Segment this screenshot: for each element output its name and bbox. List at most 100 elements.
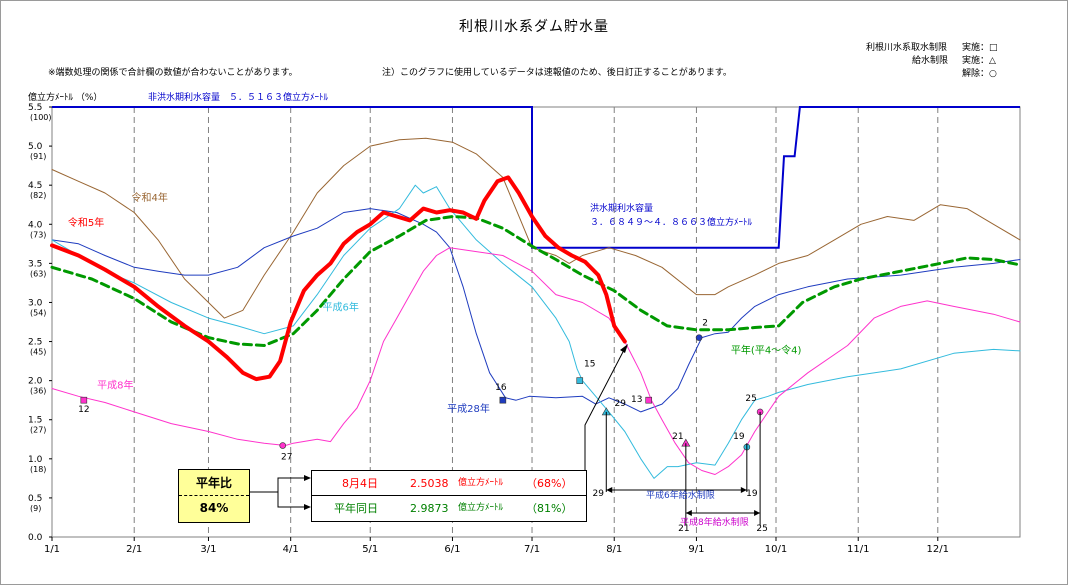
series-label-1: 令和4年 [132, 191, 168, 204]
today-label: 8月4日 [342, 477, 378, 490]
y-tick-percent: (45) [30, 348, 46, 357]
y-axis-title: 億立方ﾒｰﾄﾙ （%） [28, 93, 103, 103]
ratio-divider [179, 495, 249, 496]
series-line-3 [51, 208, 1021, 413]
ratio-connector-bottom [277, 492, 310, 508]
marker-label-6: 21 [672, 432, 683, 442]
h6-restriction-label: 平成6年給水制限 [646, 491, 715, 501]
h6-arrow-left [606, 487, 613, 493]
marker-square-3 [576, 377, 584, 384]
today-unit: 億立方ﾒｰﾄﾙ [458, 478, 504, 488]
y-tick-percent: (9) [30, 504, 41, 513]
ratio-arrow-top [304, 475, 311, 481]
x-tick-label: 10/1 [765, 544, 787, 555]
y-tick-label: 0.5 [28, 494, 42, 504]
today-callout-arrowhead [620, 344, 628, 353]
marker-label-7: 2 [702, 319, 708, 329]
marker-square-0 [80, 396, 88, 404]
y-tick-percent: (54) [30, 308, 46, 317]
h8-arrow-right [754, 510, 761, 516]
y-tick-percent: (27) [30, 426, 46, 435]
legend-limit-label-2: 給水制限 [912, 56, 949, 66]
marker-label-5: 13 [631, 395, 642, 405]
y-tick-label: 2.5 [28, 338, 42, 348]
ratio-arrow-bottom [304, 504, 311, 510]
y-tick-label: 5.0 [28, 142, 43, 152]
note-preliminary: 注）このグラフに使用しているデータは速報値のため、後日訂正することがあります。 [382, 68, 732, 78]
h8-restriction-label: 平成8年給水制限 [680, 518, 749, 528]
x-tick-label: 8/1 [606, 544, 622, 555]
info-box: 8月4日 2.5038 億立方ﾒｰﾄﾙ （68%） 平年同日 2.9873 億立… [311, 470, 587, 522]
y-tick-label: 3.0 [28, 298, 43, 308]
marker-label-9: 25 [745, 394, 756, 404]
x-tick-label: 4/1 [283, 544, 299, 555]
y-tick-label: 4.5 [28, 181, 42, 191]
series-line-0 [50, 175, 627, 382]
h8-start-label: 21 [678, 524, 689, 534]
y-tick-percent: (63) [30, 269, 46, 278]
marker-circle-1 [279, 442, 287, 449]
today-value: 2.5038 [410, 477, 449, 490]
h8-arrow-left [685, 510, 692, 516]
normal-unit: 億立方ﾒｰﾄﾙ [458, 503, 504, 513]
y-tick-percent: (36) [30, 387, 46, 396]
y-tick-label: 2.0 [28, 377, 43, 387]
x-tick-label: 12/1 [927, 544, 949, 555]
x-tick-label: 7/1 [524, 544, 540, 555]
series-line-2 [51, 137, 1021, 319]
x-tick-label: 1/1 [44, 544, 60, 555]
x-tick-label: 2/1 [126, 544, 142, 555]
flood-capacity-range: ３．６８４９～４．８６６３億立方ﾒｰﾄﾙ [590, 218, 753, 228]
y-tick-label: 0.0 [28, 533, 43, 543]
today-percent: （68%） [526, 477, 573, 490]
series-label-2: 平成6年 [323, 300, 359, 313]
series-line-5 [51, 247, 1021, 475]
marker-circle-7 [695, 334, 703, 341]
legend-limit-label-1: 利根川水系取水制限 [866, 43, 948, 53]
normal-label: 平年同日 [334, 502, 378, 515]
h8-end-label: 25 [756, 524, 767, 534]
capacity-label: 非洪水期利水容量 ５．５１６３億立方ﾒｰﾄﾙ [148, 93, 329, 103]
y-tick-label: 1.0 [28, 455, 43, 465]
ratio-label: 平年比 [195, 476, 232, 490]
y-tick-percent: (91) [30, 152, 46, 161]
marker-square-2 [499, 396, 507, 404]
marker-label-0: 12 [78, 405, 89, 415]
legend-limit-status-3: 解除：○ [962, 69, 997, 79]
normal-percent: （81%） [526, 502, 573, 515]
legend-limit-status-1: 実施：□ [962, 43, 998, 53]
legend-limit-status-2: 実施：△ [962, 56, 996, 66]
x-tick-label: 5/1 [362, 544, 378, 555]
series-label-3: 平成8年 [97, 378, 133, 391]
note-rounding: ※端数処理の関係で合計欄の数値が合わないことがあります。 [48, 68, 298, 78]
y-tick-percent: (100) [30, 113, 52, 122]
y-tick-percent: (73) [30, 230, 46, 239]
y-tick-label: 1.5 [28, 416, 42, 426]
marker-label-2: 16 [495, 383, 507, 393]
y-tick-percent: (82) [30, 191, 46, 200]
x-tick-label: 11/1 [847, 544, 869, 555]
series-label-5: 平年(平4～令4) [731, 343, 802, 356]
series-line-1 [50, 215, 1022, 347]
h6-start-label: 29 [593, 489, 605, 499]
h6-arrow-right [740, 487, 747, 493]
chart-title: 利根川水系ダム貯水量 [459, 19, 609, 35]
y-tick-label: 5.5 [28, 103, 42, 113]
x-tick-label: 9/1 [688, 544, 704, 555]
h6-end-label: 19 [746, 489, 758, 499]
marker-label-8: 19 [733, 432, 745, 442]
marker-label-1: 27 [281, 453, 292, 463]
marker-label-3: 15 [584, 360, 595, 370]
series-label-0: 令和5年 [68, 216, 104, 229]
normal-value: 2.9873 [410, 502, 449, 515]
today-callout-line [584, 347, 626, 487]
flood-capacity-label: 洪水期利水容量 [590, 204, 654, 214]
ratio-connector-top [248, 477, 310, 493]
ratio-value: 84% [199, 501, 229, 515]
y-tick-label: 3.5 [28, 259, 42, 269]
info-divider [312, 495, 586, 496]
y-tick-percent: (18) [30, 465, 46, 474]
marker-square-5 [645, 396, 653, 404]
series-line-4 [51, 184, 1021, 479]
